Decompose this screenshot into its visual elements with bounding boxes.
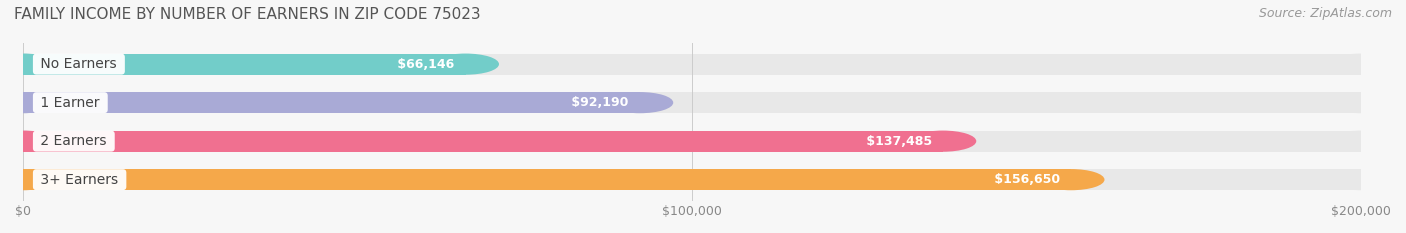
Ellipse shape <box>0 130 56 152</box>
Text: $66,146: $66,146 <box>394 58 458 71</box>
Bar <box>22 169 1071 190</box>
Bar <box>22 54 1361 75</box>
Text: 1 Earner: 1 Earner <box>37 96 104 110</box>
Ellipse shape <box>0 92 56 113</box>
Ellipse shape <box>0 130 56 152</box>
Text: FAMILY INCOME BY NUMBER OF EARNERS IN ZIP CODE 75023: FAMILY INCOME BY NUMBER OF EARNERS IN ZI… <box>14 7 481 22</box>
Ellipse shape <box>910 130 976 152</box>
Bar <box>22 92 1361 113</box>
Text: $156,650: $156,650 <box>990 173 1064 186</box>
Text: $92,190: $92,190 <box>568 96 633 109</box>
Bar <box>22 130 1361 152</box>
Bar <box>22 169 1361 190</box>
Ellipse shape <box>0 54 56 75</box>
Ellipse shape <box>606 92 673 113</box>
Ellipse shape <box>1327 169 1395 190</box>
Text: 3+ Earners: 3+ Earners <box>37 173 122 187</box>
Bar <box>22 54 465 75</box>
Ellipse shape <box>0 54 56 75</box>
Ellipse shape <box>0 92 56 113</box>
Ellipse shape <box>1327 130 1395 152</box>
Text: Source: ZipAtlas.com: Source: ZipAtlas.com <box>1258 7 1392 20</box>
Ellipse shape <box>0 169 56 190</box>
Ellipse shape <box>432 54 499 75</box>
Bar <box>22 130 943 152</box>
Text: No Earners: No Earners <box>37 57 121 71</box>
Text: 2 Earners: 2 Earners <box>37 134 111 148</box>
Bar <box>22 92 640 113</box>
Ellipse shape <box>1038 169 1105 190</box>
Ellipse shape <box>0 169 56 190</box>
Ellipse shape <box>1327 92 1395 113</box>
Ellipse shape <box>1327 54 1395 75</box>
Text: $137,485: $137,485 <box>862 135 936 148</box>
